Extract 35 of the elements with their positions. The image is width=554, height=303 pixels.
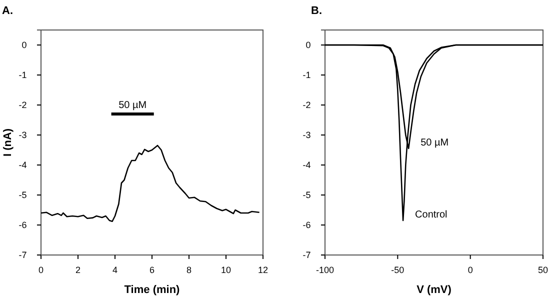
y-tick-label: -4	[302, 160, 311, 170]
annotation: 50 µM	[118, 100, 147, 111]
y-axis-title: I (nA)	[2, 128, 14, 157]
series-label: 50 µM	[420, 138, 449, 148]
x-tick-label: 8	[186, 264, 192, 275]
x-tick-label: 4	[112, 264, 118, 275]
y-tick-label: -2	[302, 100, 311, 110]
y-tick-label: -1	[18, 70, 27, 80]
x-tick-label: -50	[391, 264, 404, 275]
x-tick-label: 6	[149, 264, 155, 275]
x-tick-label: 12	[258, 264, 268, 275]
series-label: Control	[415, 210, 448, 220]
x-tick-label: 0	[38, 264, 44, 275]
x-tick-label: 2	[75, 264, 81, 275]
y-tick-label: -4	[18, 160, 27, 170]
x-axis-title: Time (min)	[124, 284, 180, 296]
y-tick-label: -3	[302, 130, 311, 140]
y-tick-label: -7	[18, 250, 27, 260]
y-tick-label: 0	[22, 40, 27, 50]
y-tick-label: -6	[18, 220, 27, 230]
x-tick-label: 0	[468, 264, 473, 275]
y-tick-label: -3	[18, 130, 27, 140]
x-tick-label: 10	[220, 264, 232, 275]
x-axis-title: V (mV)	[416, 284, 452, 296]
y-tick-label: -1	[302, 70, 311, 80]
x-tick-label: 50	[538, 264, 548, 275]
y-tick-label: -5	[18, 190, 27, 200]
y-tick-label: -2	[18, 100, 27, 110]
y-tick-label: -6	[302, 220, 311, 230]
chart-title: A.	[2, 5, 13, 17]
chart-title: B.	[311, 5, 322, 17]
y-tick-label: -7	[302, 250, 311, 260]
y-tick-label: 0	[306, 40, 311, 50]
y-tick-label: -5	[302, 190, 311, 200]
x-tick-label: -100	[316, 264, 334, 275]
